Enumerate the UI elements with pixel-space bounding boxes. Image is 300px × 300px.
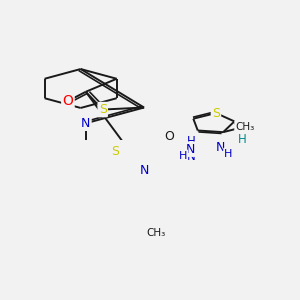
Text: H: H [224, 149, 232, 159]
Text: N: N [216, 141, 225, 154]
Text: S: S [212, 106, 220, 120]
Text: CH₃: CH₃ [235, 122, 255, 132]
Text: CH₃: CH₃ [146, 228, 166, 238]
Text: H: H [238, 133, 247, 146]
Text: S: S [112, 145, 119, 158]
Text: N: N [140, 164, 149, 177]
Text: S: S [99, 103, 107, 116]
Text: O: O [62, 94, 74, 108]
Text: H: H [179, 151, 187, 161]
Text: N: N [81, 117, 90, 130]
Text: H
N: H N [186, 135, 195, 163]
Text: O: O [164, 130, 174, 143]
Text: N: N [186, 143, 196, 156]
